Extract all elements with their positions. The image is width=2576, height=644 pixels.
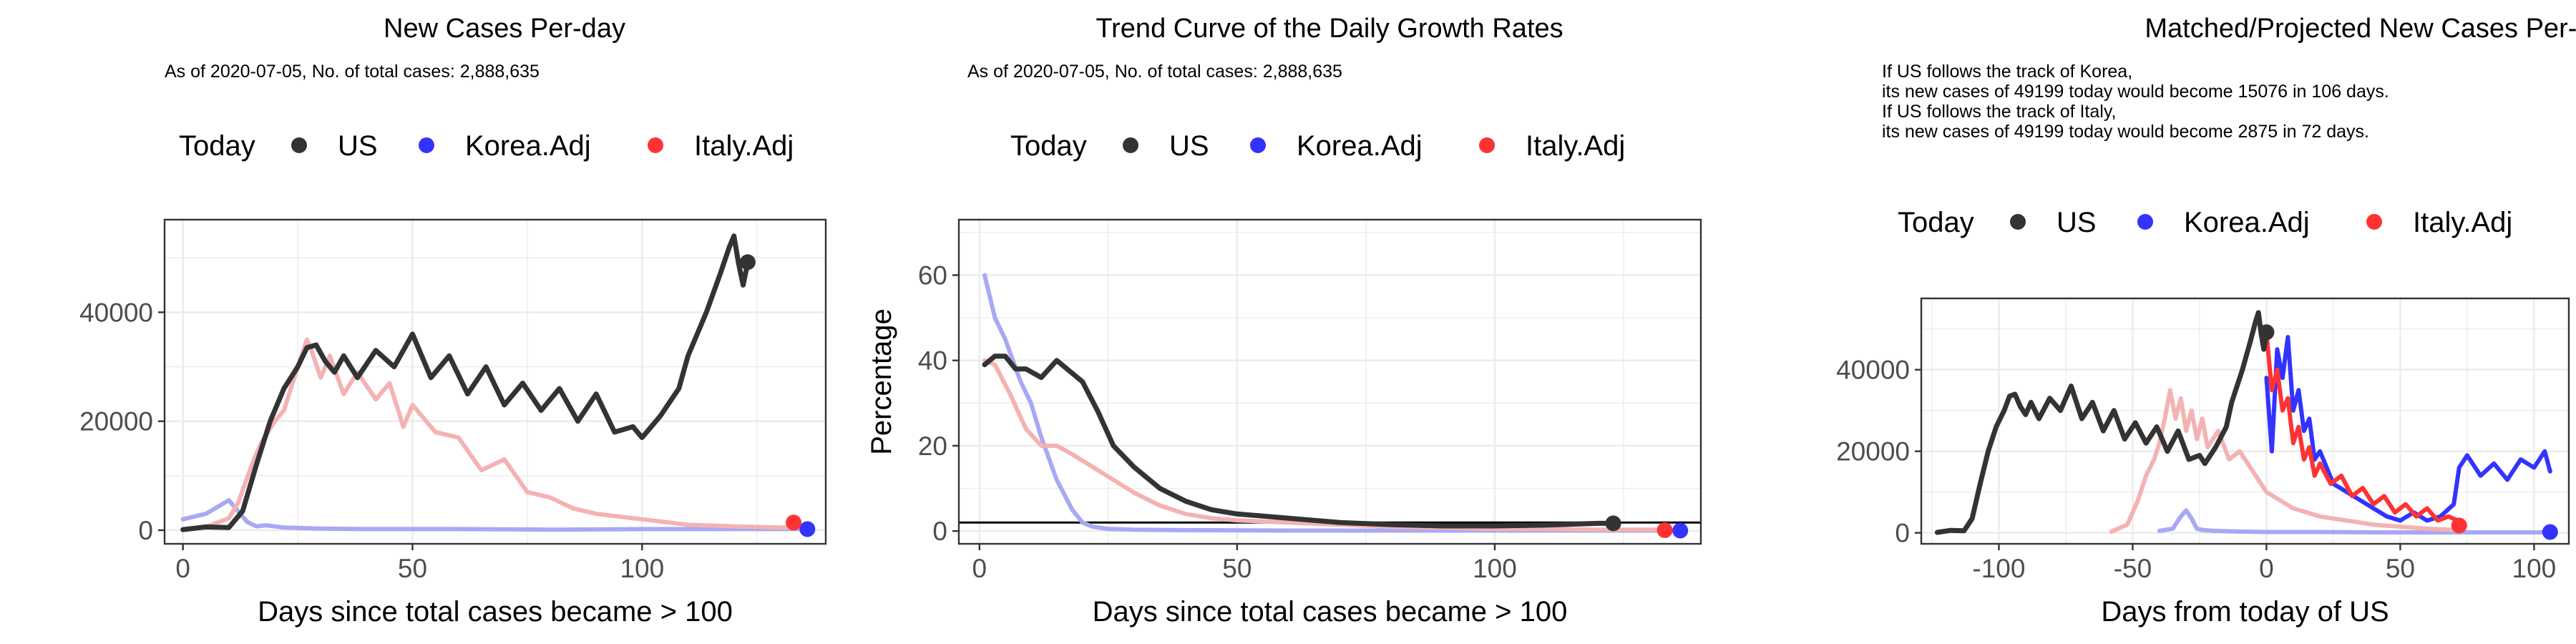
x-tick-label: 0: [2259, 554, 2274, 583]
series-line-italy-history: [2109, 388, 2462, 534]
legend-label-korea: Korea.Adj: [465, 130, 591, 162]
legend-title: Today: [179, 130, 255, 162]
x-tick-label: -50: [2114, 554, 2152, 583]
plot-frame: [1920, 297, 2570, 545]
series-group: [982, 273, 1683, 533]
legend-label-italy: Italy.Adj: [694, 130, 794, 162]
x-tick-label: 100: [620, 554, 664, 583]
legend-key-us: [2010, 214, 2026, 230]
subtitle-line: As of 2020-07-05, No. of total cases: 2,…: [165, 62, 540, 82]
chart-title: Trend Curve of the Daily Growth Rates: [1096, 14, 1563, 44]
x-tick-label: 0: [972, 554, 987, 583]
legend-key-korea: [2137, 214, 2153, 230]
x-tick-label: 0: [175, 554, 190, 583]
legend-label-korea: Korea.Adj: [1297, 130, 1423, 162]
y-tick-label: 40000: [1836, 356, 1910, 385]
y-tick-label: 0: [932, 517, 947, 546]
series-line-korea: [180, 498, 810, 532]
legend-key-korea: [419, 137, 434, 153]
chart-title: Matched/Projected New Cases Per-day: [2145, 14, 2576, 44]
chart-panel-1: New Cases Per-day As of 2020-07-05, No. o…: [79, 14, 827, 628]
subtitle-line: its new cases of 49199 today would becom…: [1882, 122, 2369, 142]
series-line-korea-projection: [2264, 335, 2552, 523]
today-point-italy: [1657, 522, 1673, 538]
x-tick-label: 50: [1222, 554, 1252, 583]
x-axis-title: Days since total cases became > 100: [258, 596, 733, 628]
x-tick-label: 100: [1473, 554, 1517, 583]
today-point-us: [2258, 324, 2275, 341]
chart-subtitle: If US follows the track of Korea, its new…: [1882, 62, 2389, 142]
subtitle-line: If US follows the track of Italy,: [1882, 102, 2116, 122]
legend-key-italy: [648, 137, 663, 153]
today-point-korea: [1672, 522, 1689, 539]
series-line-korea-history: [2157, 508, 2552, 535]
today-point-korea: [799, 521, 816, 537]
series-group: [1934, 310, 2552, 535]
legend-label-italy: Italy.Adj: [2413, 207, 2512, 238]
x-tick-label: 50: [398, 554, 427, 583]
series-line-us: [180, 233, 751, 532]
legend-key-us: [1123, 137, 1138, 153]
today-point-italy: [786, 514, 802, 531]
legend-key-italy: [1479, 137, 1495, 153]
x-tick-label: -100: [1972, 554, 2025, 583]
subtitle-line: its new cases of 49199 today would becom…: [1882, 82, 2389, 102]
plot-frame: [163, 218, 827, 545]
legend-label-korea: Korea.Adj: [2184, 207, 2310, 238]
x-axis-title: Days since total cases became > 100: [1093, 596, 1568, 628]
series-group: [180, 233, 810, 532]
legend-key-us: [291, 137, 307, 153]
legend-key-korea: [1250, 137, 1266, 153]
legend-label-us: US: [1169, 130, 1209, 162]
x-axis-title: Days from today of US: [2101, 596, 2389, 628]
y-tick-label: 20000: [79, 407, 153, 436]
y-axis-title: Percentage: [866, 308, 897, 455]
series-line-italy-projection: [2264, 331, 2462, 524]
subtitle-line: As of 2020-07-05, No. of total cases: 2,…: [967, 62, 1342, 82]
series-line-korea: [982, 273, 1683, 533]
chart-subtitle: As of 2020-07-05, No. of total cases: 2,…: [967, 62, 1342, 82]
legend-label-italy: Italy.Adj: [1526, 130, 1625, 162]
legend: Today US Korea.Adj Italy.Adj: [179, 130, 794, 162]
y-tick-label: 20: [918, 431, 947, 461]
y-tick-label: 0: [138, 516, 153, 545]
plot-frame: [957, 218, 1702, 545]
chart-panel-3: Matched/Projected New Cases Per-day If US…: [1836, 14, 2576, 628]
y-tick-label: 60: [918, 260, 947, 290]
y-tick-label: 20000: [1836, 437, 1910, 467]
y-tick-label: 40000: [79, 298, 153, 327]
chart-subtitle: As of 2020-07-05, No. of total cases: 2,…: [165, 62, 540, 82]
x-tick-label: 100: [2512, 554, 2557, 583]
legend-title: Today: [1898, 207, 1974, 238]
legend: Today US Korea.Adj Italy.Adj: [1010, 130, 1625, 162]
legend: Today US Korea.Adj Italy.Adj: [1898, 207, 2512, 238]
today-point-korea: [2542, 524, 2558, 540]
subtitle-line: If US follows the track of Korea,: [1882, 62, 2132, 82]
y-tick-label: 40: [918, 346, 947, 376]
legend-label-us: US: [2057, 207, 2097, 238]
x-tick-label: 50: [2386, 554, 2415, 583]
plot-background: [959, 220, 1701, 544]
today-point-italy: [2451, 517, 2467, 534]
chart-panel-2: Trend Curve of the Daily Growth Rates As …: [866, 14, 1702, 628]
today-point-us: [1605, 515, 1621, 532]
legend-label-us: US: [338, 130, 378, 162]
plot-background: [1921, 298, 2569, 544]
legend-title: Today: [1010, 130, 1087, 162]
y-tick-label: 0: [1895, 519, 1910, 548]
series-line-us: [1934, 310, 2269, 535]
today-point-us: [739, 254, 756, 270]
series-line-us: [982, 353, 1616, 529]
chart-title: New Cases Per-day: [384, 14, 625, 44]
legend-key-italy: [2366, 214, 2382, 230]
